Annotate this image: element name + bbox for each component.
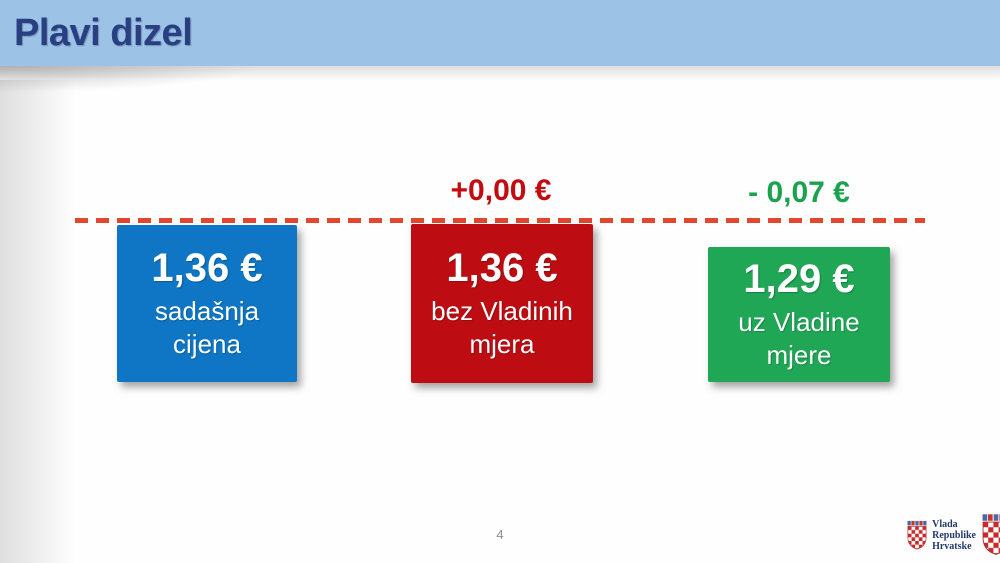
government-logo-text: Vlada Republike Hrvatske [932, 519, 976, 552]
price-label-line: cijena [173, 329, 241, 359]
logo-text-line: Vlada [932, 518, 958, 530]
left-edge-shade [0, 80, 75, 563]
price-label-line: uz Vladine [738, 306, 860, 337]
crown-of-shields [982, 514, 1000, 521]
price-label-line: mjere [766, 340, 832, 370]
price-value: 1,36 € [446, 245, 558, 290]
crown-of-shields [907, 520, 927, 525]
delta-label-with-measures: - 0,07 € [748, 176, 850, 209]
price-reference-dashed-line [75, 218, 925, 223]
logo-text-line: Republike [932, 529, 976, 541]
logo-text-line: Hrvatske [932, 540, 972, 552]
croatian-coat-of-arms-icon [907, 520, 927, 550]
page-title: Plavi dizel [14, 11, 193, 54]
price-box-current-price: 1,36 € sadašnja cijena [117, 225, 297, 382]
price-box-with-government-measures: 1,29 € uz Vladine mjere [708, 247, 890, 382]
price-label-line: mjera [469, 329, 535, 359]
croatian-coat-of-arms-icon-large [982, 514, 1000, 555]
government-logo: Vlada Republike Hrvatske [906, 513, 1000, 557]
price-value: 1,29 € [743, 256, 855, 301]
price-value: 1,36 € [151, 245, 263, 290]
corner-shade [0, 66, 330, 106]
price-box-without-government-measures: 1,36 € bez Vladinih mjera [411, 224, 593, 383]
price-label-line: bez Vladinih [431, 295, 573, 326]
header-shadow [0, 66, 1000, 80]
slide-header: Plavi dizel [0, 0, 1000, 66]
page-number: 4 [496, 527, 504, 542]
price-label-line: sadašnja [154, 295, 260, 326]
delta-label-without-measures: +0,00 € [450, 174, 552, 207]
